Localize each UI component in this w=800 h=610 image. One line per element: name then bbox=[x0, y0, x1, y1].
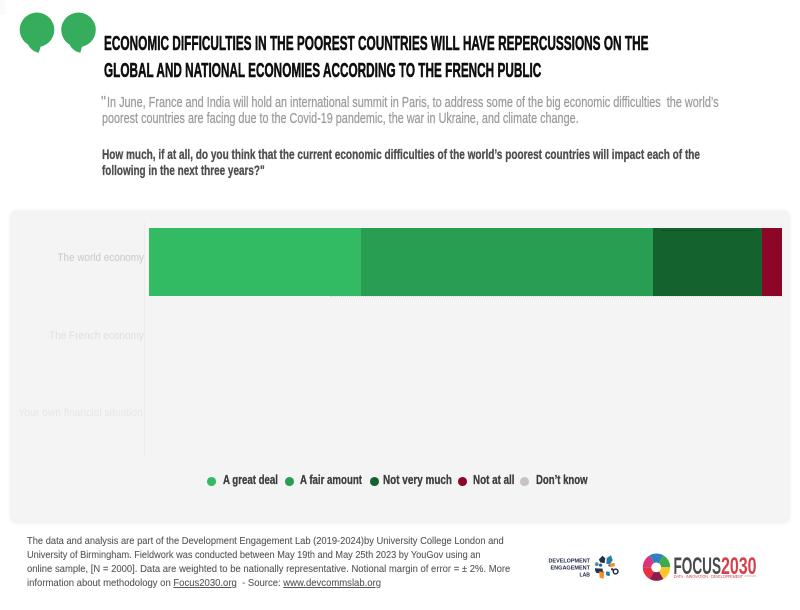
svg-text:FOCUS: FOCUS bbox=[674, 553, 722, 580]
svg-text:ENGAGEMENT: ENGAGEMENT bbox=[551, 566, 591, 572]
svg-text:DEVELOPMENT: DEVELOPMENT bbox=[549, 559, 591, 565]
svg-text:DATA · INNOVATION · DÉVELOPPEM: DATA · INNOVATION · DÉVELOPPEMENT bbox=[674, 574, 743, 579]
svg-text:LAB: LAB bbox=[580, 573, 591, 579]
